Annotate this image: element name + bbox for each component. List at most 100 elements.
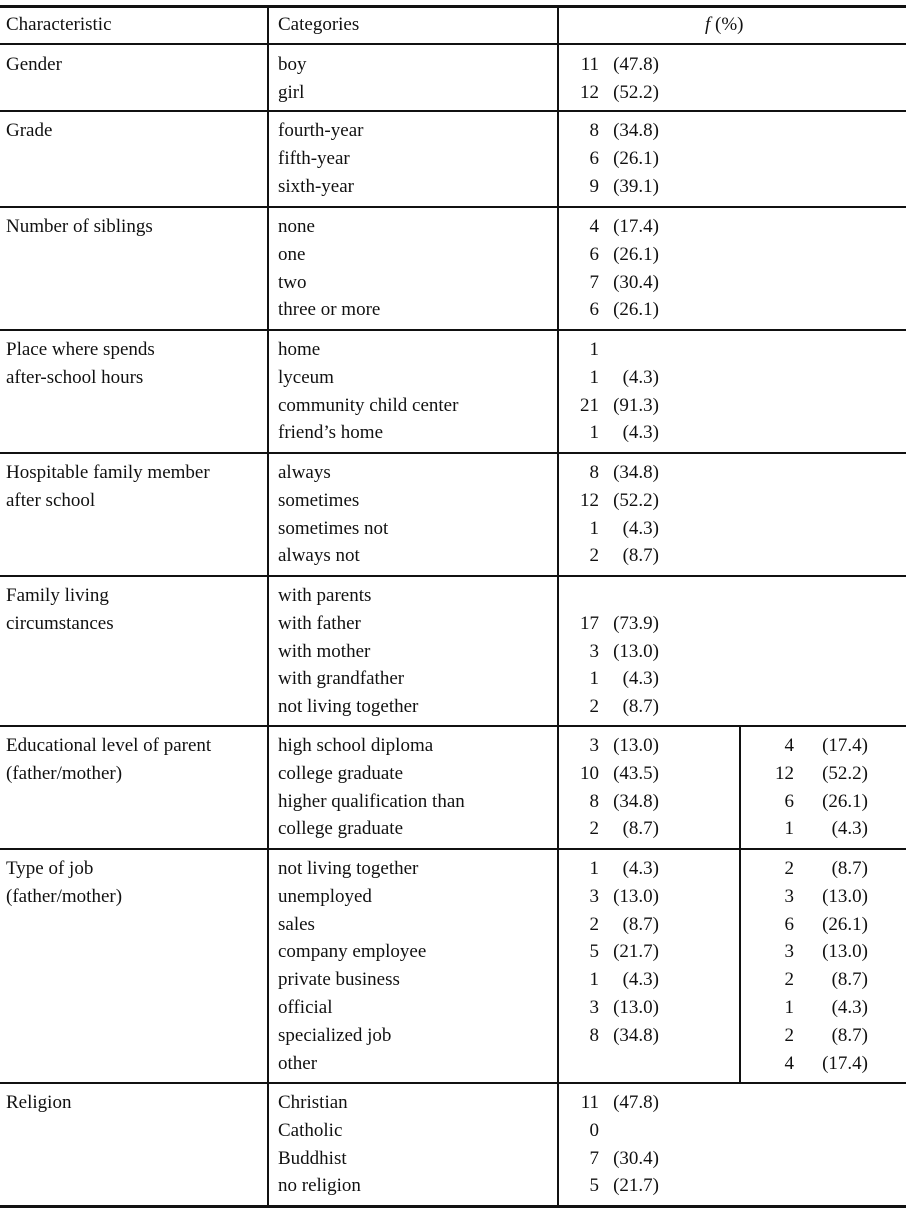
column-divider-1 bbox=[267, 5, 269, 1208]
frequency-count: 6 bbox=[589, 299, 600, 321]
frequency-percent: (13.0) bbox=[613, 735, 659, 756]
frequency-percent: (73.9) bbox=[613, 612, 659, 634]
frequency-cell: 3 (13.0) bbox=[575, 997, 660, 1019]
frequency-cell: 12 (52.2) bbox=[575, 490, 659, 512]
frequency-percent-mother: (8.7) bbox=[831, 969, 868, 991]
frequency-percent-mother: (17.4) bbox=[822, 735, 868, 756]
section-divider bbox=[0, 110, 906, 112]
frequency-percent-mother: (8.7) bbox=[831, 858, 868, 879]
frequency-percent: (13.0) bbox=[613, 885, 659, 907]
characteristic-label: Religion bbox=[6, 1092, 72, 1113]
frequency-count-mother: 6 bbox=[784, 790, 795, 812]
category-label: not living together bbox=[278, 858, 419, 879]
frequency-percent: (26.1) bbox=[613, 243, 659, 265]
frequency-cell: 8 (34.8) bbox=[575, 1024, 660, 1047]
frequency-count: 1 bbox=[589, 969, 600, 991]
section-divider bbox=[0, 725, 906, 727]
frequency-count: 17 bbox=[580, 612, 599, 634]
frequency-count: 1 bbox=[589, 339, 600, 360]
frequency-percent-mother: (26.1) bbox=[822, 913, 868, 935]
frequency-percent: (34.8) bbox=[613, 120, 659, 141]
frequency-cell: 12 (52.2) bbox=[575, 82, 659, 104]
frequency-count-mother: 4 bbox=[784, 1052, 795, 1074]
characteristic-label: after-school hours bbox=[6, 366, 144, 388]
category-label: other bbox=[278, 1052, 318, 1074]
frequency-percent: (26.1) bbox=[613, 147, 659, 169]
category-label: home bbox=[278, 339, 321, 360]
category-label: boy bbox=[278, 54, 307, 75]
category-label: sometimes bbox=[278, 489, 360, 511]
frequency-count: 8 bbox=[589, 1024, 600, 1046]
frequency-cell: 1 (4.3) bbox=[575, 858, 660, 880]
frequency-percent: (8.7) bbox=[622, 818, 659, 840]
frequency-count: 2 bbox=[589, 545, 600, 567]
column-divider-2 bbox=[557, 5, 559, 1208]
category-label: sometimes not bbox=[278, 517, 389, 539]
frequency-cell-mother: 3 (13.0) bbox=[770, 886, 869, 908]
frequency-percent: (52.2) bbox=[613, 81, 659, 103]
section-divider bbox=[0, 452, 906, 454]
frequency-percent-mother: (4.3) bbox=[831, 997, 868, 1018]
frequency-percent: (4.3) bbox=[622, 668, 659, 690]
frequency-percent: (26.1) bbox=[613, 299, 659, 321]
frequency-cell: 6 (26.1) bbox=[575, 147, 660, 170]
header-divider bbox=[0, 43, 906, 45]
frequency-cell: 7 (30.4) bbox=[575, 272, 660, 294]
category-label: with father bbox=[278, 612, 361, 634]
frequency-cell: 6 (26.1) bbox=[575, 299, 660, 321]
frequency-count: 2 bbox=[589, 818, 600, 840]
category-label: fifth-year bbox=[278, 147, 350, 169]
frequency-cell: 1 bbox=[575, 339, 659, 361]
category-label: girl bbox=[278, 81, 305, 103]
characteristic-label: after school bbox=[6, 489, 96, 511]
frequency-count: 1 bbox=[589, 517, 600, 539]
characteristic-label: Type of job bbox=[6, 858, 94, 879]
frequency-count: 9 bbox=[589, 175, 600, 197]
frequency-count: 7 bbox=[589, 1147, 600, 1169]
frequency-count: 2 bbox=[589, 696, 600, 718]
frequency-percent: (4.3) bbox=[622, 366, 659, 388]
frequency-count: 8 bbox=[589, 790, 600, 812]
frequency-cell: 1 (4.3) bbox=[575, 366, 660, 389]
frequency-percent: (21.7) bbox=[613, 1175, 659, 1197]
frequency-count-mother: 2 bbox=[784, 969, 795, 991]
frequency-count: 5 bbox=[589, 1175, 600, 1197]
header-frequency: f (%) bbox=[705, 14, 744, 36]
frequency-count: 2 bbox=[589, 913, 600, 935]
frequency-percent: (8.7) bbox=[622, 913, 659, 935]
frequency-cell-mother: 4 (17.4) bbox=[770, 735, 869, 757]
frequency-count-mother: 4 bbox=[784, 735, 795, 756]
category-label: private business bbox=[278, 969, 400, 991]
frequency-percent: (4.3) bbox=[622, 969, 659, 991]
category-label: with mother bbox=[278, 640, 371, 662]
frequency-cell: 8 (34.8) bbox=[575, 790, 660, 813]
frequency-cell: 4 (17.4) bbox=[575, 216, 660, 238]
frequency-cell: 1 (4.3) bbox=[575, 422, 660, 444]
frequency-count: 8 bbox=[589, 462, 600, 483]
frequency-cell: 1 (4.3) bbox=[575, 668, 660, 690]
frequency-percent: (43.5) bbox=[613, 762, 659, 784]
frequency-cell: 11 (47.8) bbox=[575, 1092, 659, 1114]
header-categories: Categories bbox=[278, 14, 360, 35]
frequency-percent-mother: (52.2) bbox=[822, 762, 868, 784]
category-label: high school diploma bbox=[278, 735, 434, 756]
category-label: always not bbox=[278, 545, 360, 567]
category-label: community child center bbox=[278, 394, 459, 416]
frequency-percent: (47.8) bbox=[613, 1092, 659, 1113]
frequency-percent: (30.4) bbox=[613, 1147, 659, 1169]
category-label: specialized job bbox=[278, 1024, 392, 1046]
table-top-rule bbox=[0, 5, 906, 8]
frequency-count: 12 bbox=[580, 489, 599, 511]
frequency-cell: 3 (13.0) bbox=[575, 641, 660, 663]
category-label: Buddhist bbox=[278, 1147, 347, 1169]
frequency-cell: 2 (8.7) bbox=[575, 818, 660, 840]
header-characteristic: Characteristic bbox=[6, 14, 112, 35]
frequency-percent: (17.4) bbox=[613, 216, 659, 237]
frequency-cell-mother: 2 (8.7) bbox=[770, 969, 869, 991]
characteristic-label: (father/mother) bbox=[6, 762, 123, 784]
frequency-percent-mother: (17.4) bbox=[822, 1052, 868, 1074]
frequency-count: 1 bbox=[589, 858, 600, 879]
section-divider bbox=[0, 206, 906, 208]
frequency-percent: (39.1) bbox=[613, 175, 659, 197]
frequency-count: 6 bbox=[589, 147, 600, 169]
